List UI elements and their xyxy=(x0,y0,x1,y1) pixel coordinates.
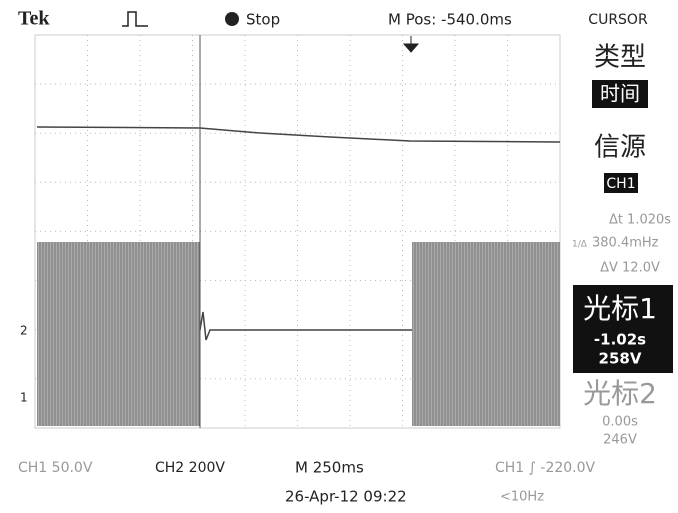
inv-delta-t: 380.4mHz xyxy=(592,236,659,251)
acquire-icon xyxy=(122,12,148,26)
cursor1-label: 光标1 xyxy=(583,292,657,325)
delta-v: ΔV 12.0V xyxy=(600,261,660,276)
run-state: Stop xyxy=(246,11,280,29)
menu-type-label: 类型 xyxy=(594,43,646,73)
menu-type-value: 时间 xyxy=(600,82,640,106)
ch2-marker: 2 xyxy=(20,324,28,338)
ch1-trace xyxy=(37,127,560,142)
cursor2-time: 0.00s xyxy=(602,415,638,430)
inv-delta-icon: 1/Δ xyxy=(572,240,588,250)
cursor2-volt: 246V xyxy=(603,433,637,448)
cursor1-time: -1.02s xyxy=(594,331,646,349)
menu-title: CURSOR xyxy=(588,12,648,28)
trigger-freq: <10Hz xyxy=(500,490,544,505)
scope-screen: Tek Stop M Pos: -540.0ms CURSOR 2 1 类型 时… xyxy=(0,0,678,513)
stop-icon xyxy=(225,12,239,26)
page: Tek Stop M Pos: -540.0ms CURSOR 2 1 类型 时… xyxy=(0,0,678,513)
cursor2-label: 光标2 xyxy=(583,377,657,410)
menu-source-value: CH1 xyxy=(606,176,635,192)
ch2-burst xyxy=(412,242,560,426)
ch2-trace xyxy=(200,312,412,340)
cursor1-volt: 258V xyxy=(599,350,642,368)
ch1-marker: 1 xyxy=(20,391,28,405)
m-pos: M Pos: -540.0ms xyxy=(388,11,512,29)
ch2-scale: CH2 200V xyxy=(155,460,225,476)
brand: Tek xyxy=(18,8,50,30)
ch2-burst xyxy=(37,242,200,426)
trigger: CH1 ∫ -220.0V xyxy=(495,460,596,476)
timebase: M 250ms xyxy=(295,459,364,477)
date-time: 26-Apr-12 09:22 xyxy=(285,488,407,506)
ch1-scale: CH1 50.0V xyxy=(18,460,93,476)
delta-t: Δt 1.020s xyxy=(609,213,671,228)
menu-source-label: 信源 xyxy=(594,133,646,163)
trigger-pos-marker xyxy=(404,36,418,52)
